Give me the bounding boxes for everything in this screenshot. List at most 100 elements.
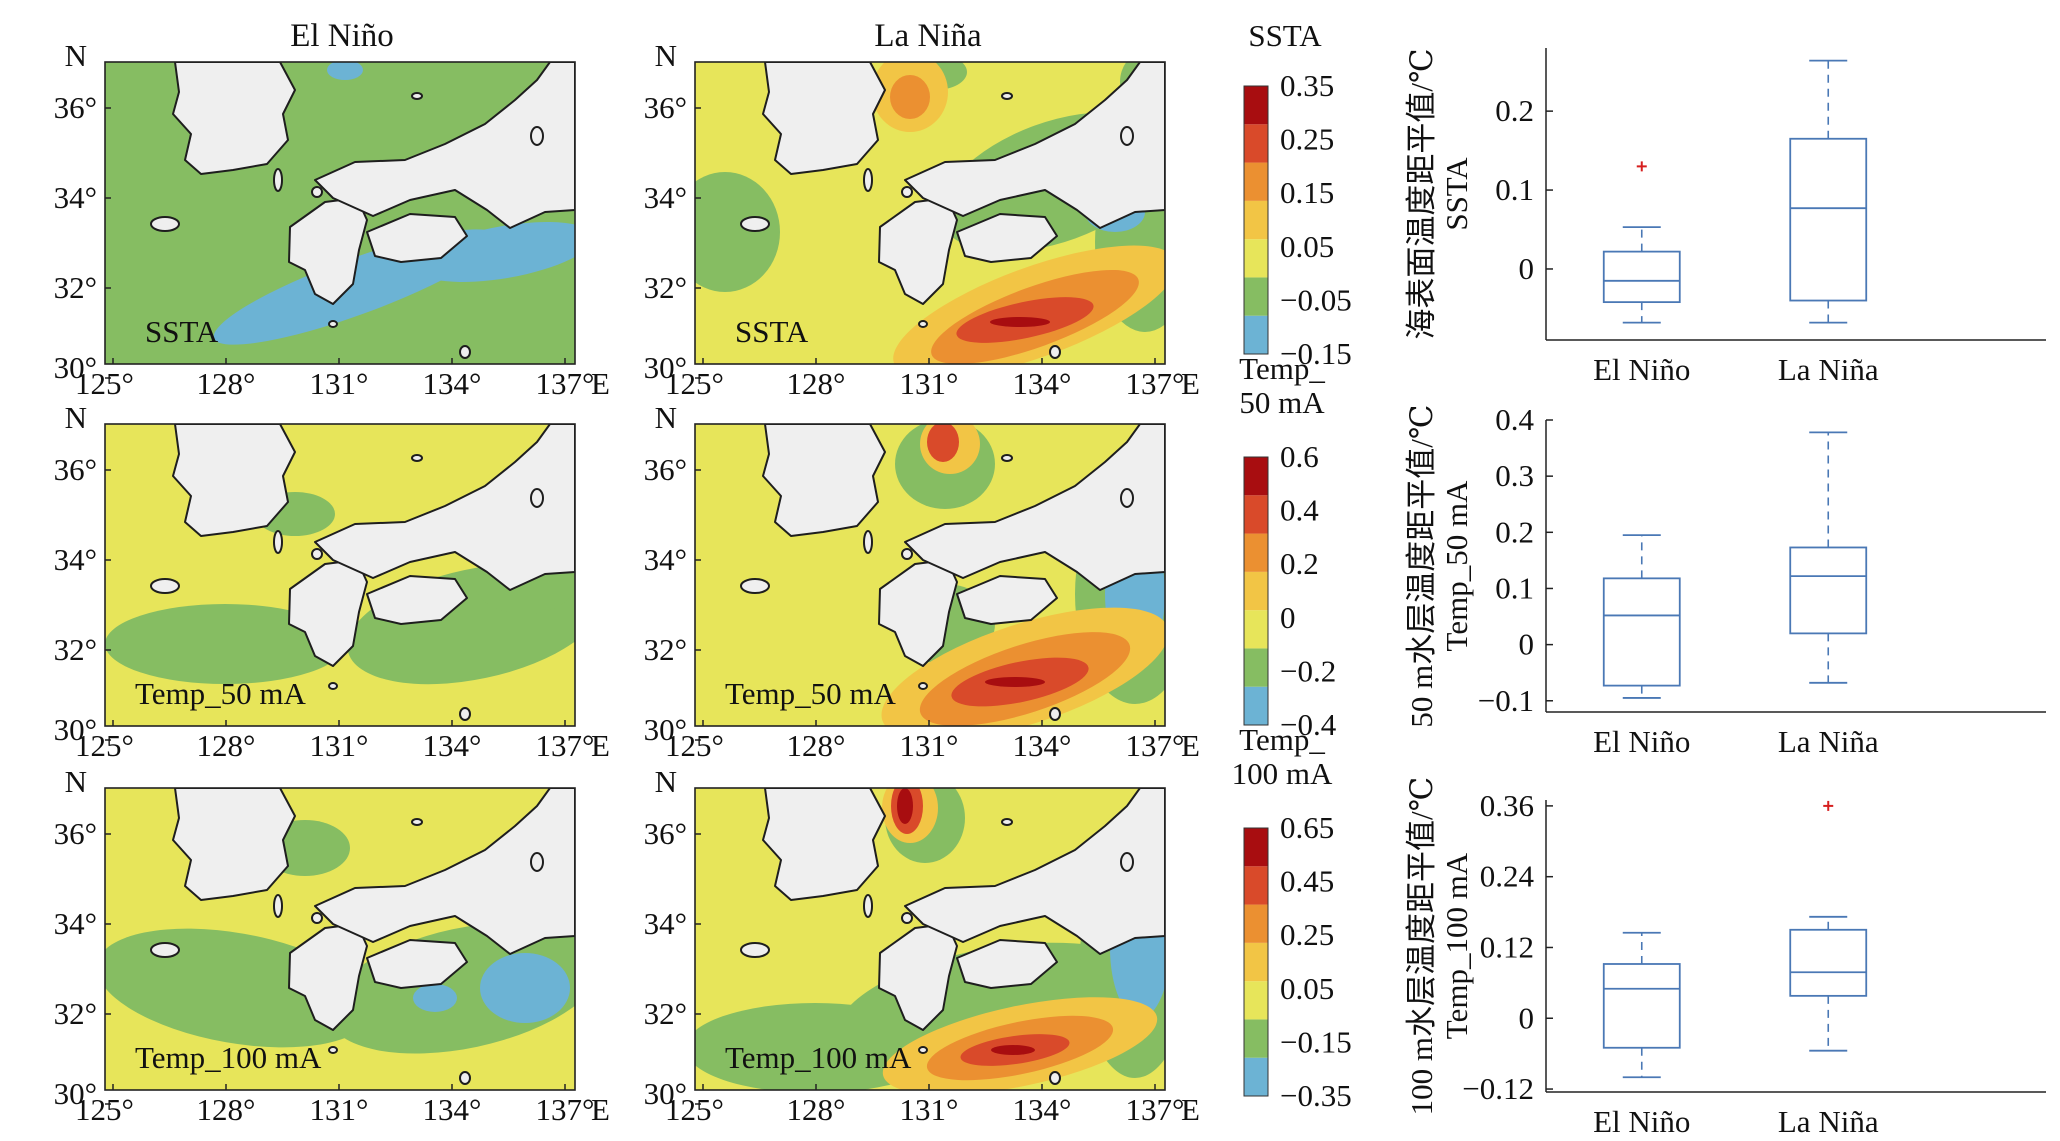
colorbar-temp50: Temp_50 mA 0.6 0.4 0.2 0 −0.2 −0.4 <box>1239 351 1337 742</box>
box-la-nina <box>1789 800 1868 1052</box>
boxplot-temp50: 0.4 0.3 0.2 0.1 0 −0.1 50 m水层温度距平值/℃ Temp_50 mA… <box>1404 402 2046 759</box>
lat-tick-label: 32° <box>54 632 97 667</box>
colorbar-tick-label: 0.65 <box>1280 810 1334 845</box>
colorbar-swatch <box>1244 610 1268 649</box>
y-tick-label: 0.1 <box>1495 570 1534 605</box>
box-iqr <box>1789 928 1868 997</box>
colorbar-swatch <box>1244 200 1268 240</box>
lat-tick-label: 32° <box>54 270 97 305</box>
map-el-nino-temp100: Temp_100 mA 36° 34° 32° 30° N 125° 128° 131° 134°… <box>54 764 610 1127</box>
lat-tick-label: 30° <box>54 712 97 747</box>
y-axis-label: Temp_50 mA <box>1439 480 1474 652</box>
lat-tick-label: 30° <box>54 1076 97 1111</box>
lat-tick-label: 30° <box>644 1076 687 1111</box>
colorbar-swatch <box>1244 495 1268 534</box>
x-category-label: El Niño <box>1593 1104 1690 1139</box>
lon-tick-label: 137° <box>536 1092 595 1127</box>
box-la-nina <box>1789 59 1868 324</box>
lon-unit-label: E <box>1181 1092 1200 1127</box>
map-la-nina-temp100-label: Temp_100 mA <box>725 1040 912 1075</box>
lat-tick-label: 30° <box>644 350 687 385</box>
lon-tick-label: 125° <box>75 1092 134 1127</box>
lat-tick-label: 30° <box>54 350 97 385</box>
lon-tick-label: 134° <box>423 728 482 763</box>
outlier-point <box>1823 800 1834 811</box>
box-iqr <box>1602 963 1681 1049</box>
lon-tick-label: 128° <box>197 1092 256 1127</box>
lon-tick-label: 131° <box>900 1092 959 1127</box>
map-el-nino-temp100-label: Temp_100 mA <box>135 1040 322 1075</box>
map-la-nina-ssta-field <box>695 62 1165 364</box>
lat-tick-label: 32° <box>644 996 687 1031</box>
lon-unit-label: E <box>591 728 610 763</box>
lon-tick-label: 128° <box>787 366 846 401</box>
lat-tick-label: 34° <box>54 542 97 577</box>
colorbar-tick-label: 0.15 <box>1280 175 1334 210</box>
lat-tick-label: 36° <box>54 90 97 125</box>
lon-tick-label: 125° <box>665 1092 724 1127</box>
colorbar-tick-label: −0.15 <box>1280 1024 1352 1059</box>
map-la-nina-ssta-frame <box>694 61 1166 365</box>
y-tick-label: 0.24 <box>1480 859 1535 894</box>
y-tick-label: 0.1 <box>1495 172 1534 207</box>
lon-unit-label: E <box>1181 728 1200 763</box>
lon-tick-label: 131° <box>310 728 369 763</box>
colorbar-title: Temp_ <box>1239 351 1325 386</box>
colorbar-frame <box>1243 827 1269 1097</box>
colorbar-tick-label: 0.25 <box>1280 917 1334 952</box>
y-axis-label: 海表面温度距平值/℃ <box>1404 48 1439 339</box>
colorbar-ssta: SSTA 0.35 0.25 0.15 0.05 −0.05 −0.15 <box>1243 18 1352 371</box>
y-tick-label: 0.12 <box>1480 929 1534 964</box>
lat-unit-label: N <box>65 764 87 799</box>
y-tick-label: 0.2 <box>1495 514 1534 549</box>
lat-unit-label: N <box>65 38 87 73</box>
map-el-nino-temp100-field <box>105 788 575 1090</box>
colorbar-tick-label: −0.4 <box>1280 707 1337 742</box>
colorbar-tick-label: −0.2 <box>1280 653 1336 688</box>
colorbar-tick-label: 0 <box>1280 600 1296 635</box>
lat-tick-label: 34° <box>644 542 687 577</box>
y-axis-label: 50 m水层温度距平值/℃ <box>1404 404 1439 727</box>
column-titles: El Niño La Niña <box>290 18 982 54</box>
lon-tick-label: 137° <box>1126 728 1185 763</box>
colorbar-tick-label: 0.25 <box>1280 122 1334 157</box>
boxplot-temp100: 0.36 0.24 0.12 0 −0.12 100 m水层温度距平值/℃ Temp_100… <box>1404 777 2046 1139</box>
colorbar-swatch <box>1244 686 1268 725</box>
colorbar-swatch <box>1244 315 1268 354</box>
lon-tick-label: 134° <box>1013 1092 1072 1127</box>
colorbar-swatch <box>1244 942 1268 982</box>
column-title-el-nino: El Niño <box>290 18 394 54</box>
colorbar-tick-label: 0.05 <box>1280 229 1334 264</box>
y-tick-label: 0.4 <box>1495 402 1534 437</box>
colorbar-tick-label: 0.2 <box>1280 546 1319 581</box>
box-la-nina <box>1789 431 1868 684</box>
map-el-nino-temp50-frame <box>104 423 576 727</box>
y-tick-label: 0.36 <box>1480 788 1534 823</box>
lon-tick-label: 125° <box>75 366 134 401</box>
lon-tick-label: 134° <box>423 1092 482 1127</box>
colorbar-temp100: Temp_100 mA 0.65 0.45 0.25 0.05 −0.15 −0.35 <box>1232 722 1352 1113</box>
colorbar-tick-label: −0.15 <box>1280 336 1352 371</box>
colorbar-title: 100 mA <box>1232 756 1333 791</box>
lat-tick-label: 30° <box>644 712 687 747</box>
map-el-nino-temp100-frame <box>104 787 576 1091</box>
colorbar-swatch <box>1244 124 1268 163</box>
colorbar-swatch <box>1244 571 1268 611</box>
lat-unit-label: N <box>655 764 677 799</box>
colorbar-tick-label: 0.35 <box>1280 68 1334 103</box>
colorbar-frame <box>1243 456 1269 726</box>
y-tick-label: 0 <box>1519 251 1535 286</box>
colorbar-swatch <box>1244 533 1268 572</box>
colorbar-tick-label: 0.45 <box>1280 864 1334 899</box>
lat-tick-label: 32° <box>54 996 97 1031</box>
colorbar-swatch <box>1244 1019 1268 1058</box>
colorbar-title: 50 mA <box>1239 385 1325 420</box>
lon-unit-label: E <box>591 1092 610 1127</box>
y-tick-label: 0 <box>1519 627 1535 662</box>
box-iqr <box>1789 137 1868 302</box>
outlier-point <box>1636 161 1647 172</box>
lon-tick-label: 137° <box>536 366 595 401</box>
